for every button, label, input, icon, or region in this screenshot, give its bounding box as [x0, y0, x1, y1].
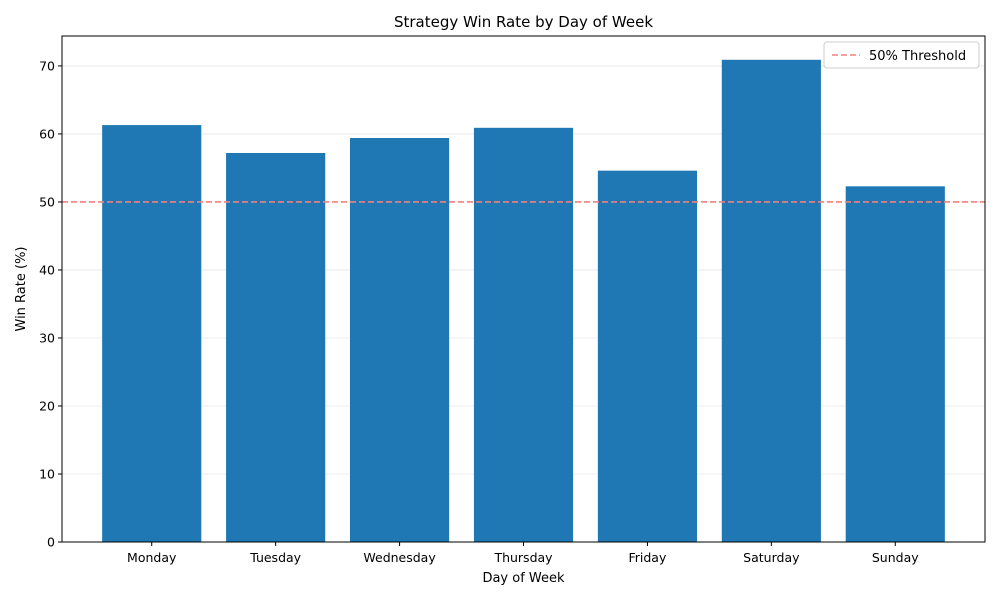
bar-sunday	[845, 186, 945, 542]
bar-thursday	[473, 127, 574, 542]
x-tick-label-thursday: Thursday	[493, 550, 553, 565]
bar-friday	[597, 170, 697, 542]
bar-tuesday	[226, 152, 326, 542]
x-tick-label-monday: Monday	[127, 550, 177, 565]
x-axis-label: Day of Week	[482, 571, 565, 586]
bar-wednesday	[350, 138, 450, 543]
x-tick-label-saturday: Saturday	[743, 550, 800, 565]
bar-monday	[102, 125, 202, 542]
y-tick-label: 0	[47, 535, 55, 550]
y-tick-label: 20	[39, 398, 55, 413]
y-tick-label: 60	[39, 126, 55, 141]
y-tick-label: 10	[39, 466, 55, 481]
chart-title: Strategy Win Rate by Day of Week	[394, 13, 653, 31]
y-tick-label: 30	[39, 330, 55, 345]
y-tick-label: 70	[39, 58, 55, 73]
legend-box	[823, 41, 980, 69]
bar-saturday	[721, 59, 821, 542]
y-tick-label: 40	[39, 262, 55, 277]
y-tick-label: 50	[39, 194, 55, 209]
x-tick-label-wednesday: Wednesday	[363, 550, 436, 565]
y-axis-ticks: 0 10 20 30 40 50 60 70	[39, 58, 62, 550]
y-axis-label: Win Rate (%)	[14, 247, 29, 332]
x-tick-label-tuesday: Tuesday	[249, 550, 301, 565]
x-tick-label-sunday: Sunday	[872, 550, 919, 565]
legend-entry-threshold: 50% Threshold	[869, 49, 966, 64]
x-axis-ticks: Monday Tuesday Wednesday Thursday Friday Satu…	[127, 542, 919, 565]
bars	[102, 59, 945, 543]
legend: 50% Threshold	[823, 41, 980, 69]
x-tick-label-friday: Friday	[628, 550, 666, 565]
